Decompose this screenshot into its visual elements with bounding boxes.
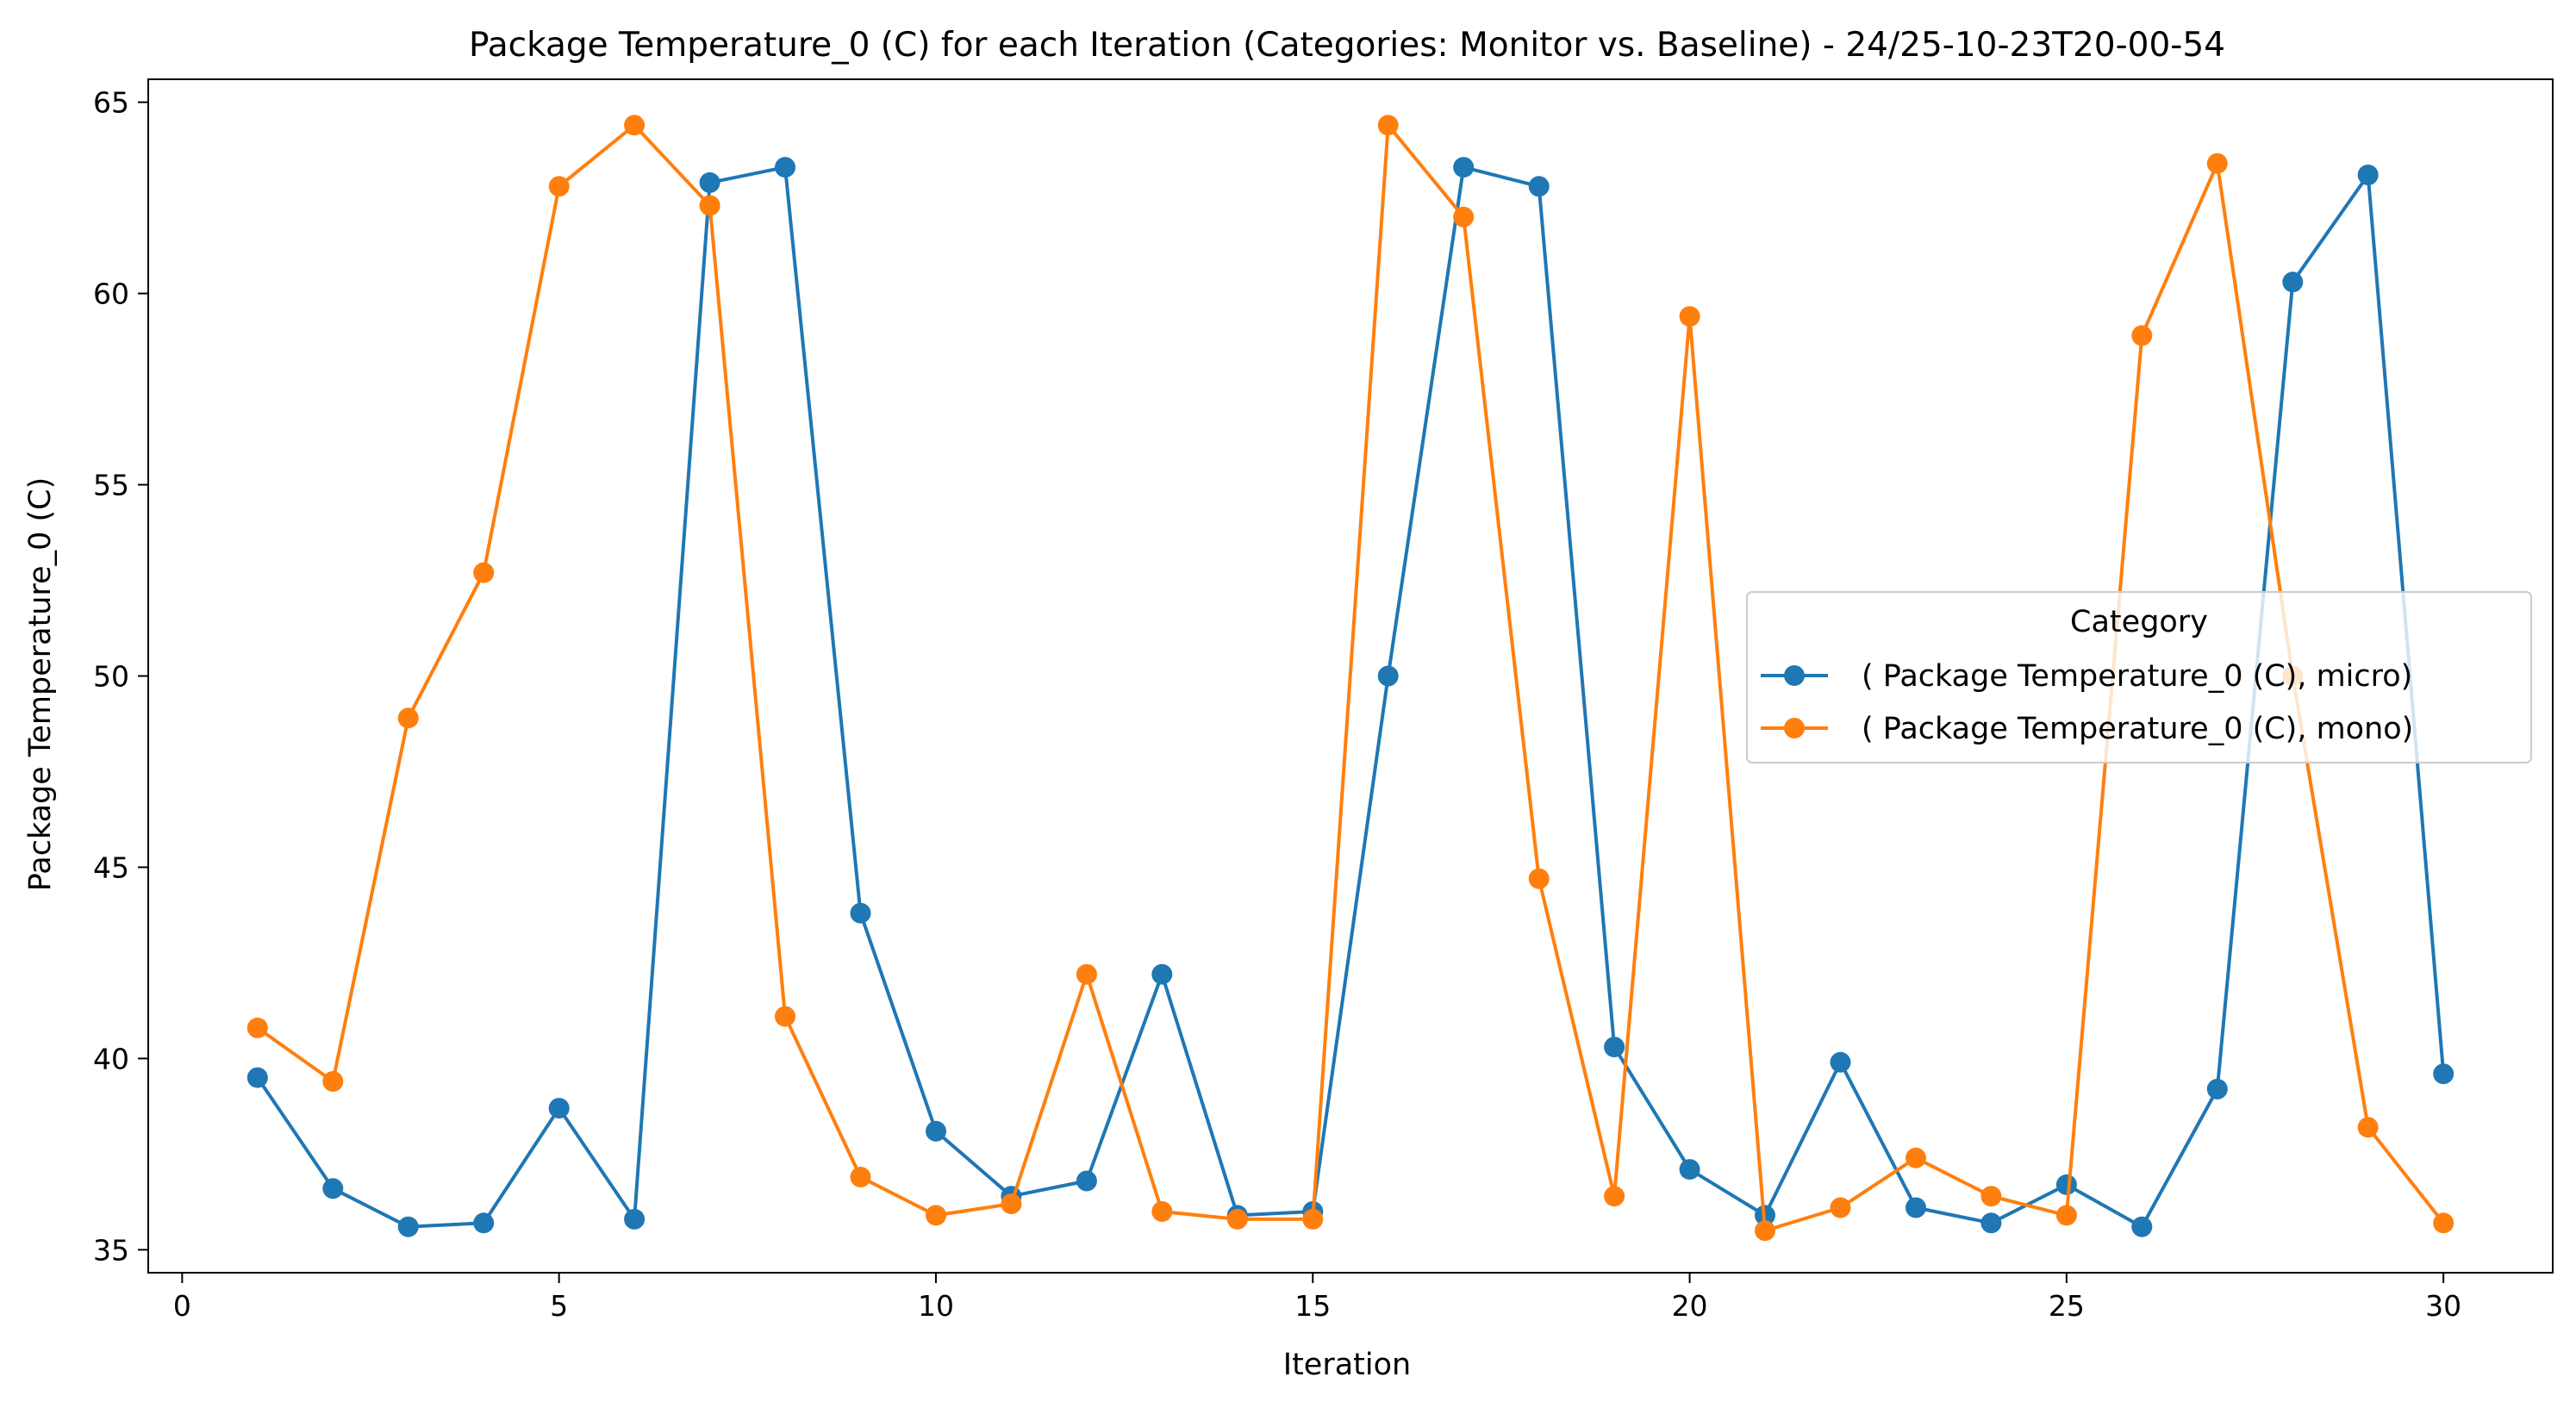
series-line-0 — [256, 165, 2446, 1229]
series-0-point-17 — [1453, 157, 1475, 178]
series-1-point-22 — [1830, 1197, 1851, 1218]
x-tick-label-15: 15 — [1294, 1289, 1331, 1323]
series-0-point-28 — [2282, 271, 2304, 293]
series-0-point-26 — [2131, 1216, 2153, 1237]
series-1-point-2 — [322, 1071, 344, 1092]
series-0-point-1 — [246, 1067, 268, 1088]
series-1-point-14 — [1226, 1208, 1248, 1230]
series-0-point-29 — [2357, 165, 2379, 185]
series-1-point-18 — [1528, 868, 1550, 889]
series-0-point-20 — [1679, 1159, 1700, 1181]
series-1-point-27 — [2206, 153, 2228, 174]
series-1-point-17 — [1453, 206, 1475, 227]
series-0-point-10 — [926, 1120, 946, 1142]
series-1-point-3 — [397, 707, 419, 729]
series-0-point-24 — [1980, 1212, 2002, 1234]
legend-marker-mono — [1784, 718, 1805, 738]
series-0-point-19 — [1604, 1037, 1625, 1058]
y-axis-label: Package Temperature_0 (C) — [23, 477, 58, 892]
plot-area: 0 5 10 15 20 25 30 35 40 45 50 55 60 65 — [93, 78, 2554, 1323]
series-1-point-23 — [1905, 1147, 1926, 1168]
x-tick-label-30: 30 — [2425, 1289, 2461, 1323]
series-1-point-29 — [2357, 1117, 2379, 1138]
series-1-point-9 — [850, 1167, 871, 1187]
series-1-point-10 — [926, 1205, 946, 1226]
series-1-point-20 — [1679, 306, 1700, 327]
series-1-point-4 — [473, 562, 495, 583]
series-0-point-13 — [1151, 963, 1173, 985]
series-1-point-30 — [2433, 1212, 2454, 1234]
x-tick-label-5: 5 — [550, 1289, 568, 1323]
legend-label-micro: ( Package Temperature_0 (C), micro) — [1862, 659, 2412, 694]
legend-box — [1746, 591, 2532, 763]
y-tick-label-65: 65 — [93, 86, 129, 120]
series-0-point-2 — [322, 1178, 344, 1199]
series-1-point-19 — [1604, 1186, 1625, 1207]
series-0-point-22 — [1830, 1051, 1851, 1073]
series-1-point-21 — [1755, 1220, 1775, 1242]
x-tick-label-10: 10 — [918, 1289, 954, 1323]
series-1-point-25 — [2055, 1205, 2077, 1226]
y-tick-label-60: 60 — [93, 277, 129, 311]
x-tick-label-25: 25 — [2049, 1289, 2085, 1323]
series-0-point-30 — [2433, 1063, 2454, 1085]
series-1-point-15 — [1302, 1208, 1324, 1230]
series-1-point-11 — [1001, 1193, 1022, 1215]
series-1-point-24 — [1980, 1186, 2002, 1207]
legend: Category ( Package Temperature_0 (C), mi… — [1746, 591, 2532, 763]
series-0-point-9 — [850, 902, 871, 924]
series-1-point-16 — [1377, 115, 1399, 136]
series-0-point-4 — [473, 1212, 495, 1234]
x-tick-label-0: 0 — [173, 1289, 191, 1323]
series-1-point-26 — [2131, 325, 2153, 346]
series-1-point-6 — [624, 115, 646, 136]
x-axis-label: Iteration — [1283, 1348, 1411, 1382]
y-tick-label-50: 50 — [93, 660, 129, 694]
series-1-point-7 — [699, 195, 720, 216]
series-1-point-1 — [246, 1017, 268, 1038]
series-0-point-16 — [1377, 665, 1399, 687]
series-0-point-23 — [1905, 1197, 1926, 1218]
legend-title: Category — [2070, 605, 2208, 639]
series-0-point-27 — [2206, 1078, 2228, 1100]
series-0-point-5 — [548, 1098, 570, 1119]
series-0-point-12 — [1076, 1170, 1097, 1192]
series-0-point-6 — [624, 1208, 646, 1230]
y-tick-label-45: 45 — [93, 850, 129, 884]
series-1-point-13 — [1151, 1201, 1173, 1222]
series-0-point-18 — [1528, 176, 1550, 197]
y-tick-label-35: 35 — [93, 1233, 129, 1267]
legend-entry-micro: ( Package Temperature_0 (C), micro) — [1761, 659, 2412, 694]
series-1-point-5 — [548, 176, 570, 197]
x-tick-label-20: 20 — [1672, 1289, 1708, 1323]
series-0-point-3 — [397, 1216, 419, 1237]
y-tick-label-40: 40 — [93, 1042, 129, 1075]
series-0-point-7 — [699, 171, 720, 193]
legend-marker-micro — [1784, 665, 1805, 686]
series-1-point-12 — [1076, 963, 1097, 985]
y-tick-label-55: 55 — [93, 469, 129, 502]
legend-entry-mono: ( Package Temperature_0 (C), mono) — [1761, 712, 2413, 746]
chart-title: Package Temperature_0 (C) for each Itera… — [469, 26, 2225, 65]
legend-label-mono: ( Package Temperature_0 (C), mono) — [1862, 712, 2413, 746]
series-0-point-8 — [775, 157, 795, 178]
series-0-point-25 — [2055, 1174, 2077, 1195]
series-1-point-8 — [775, 1006, 795, 1027]
series-line-1 — [256, 123, 2445, 1233]
